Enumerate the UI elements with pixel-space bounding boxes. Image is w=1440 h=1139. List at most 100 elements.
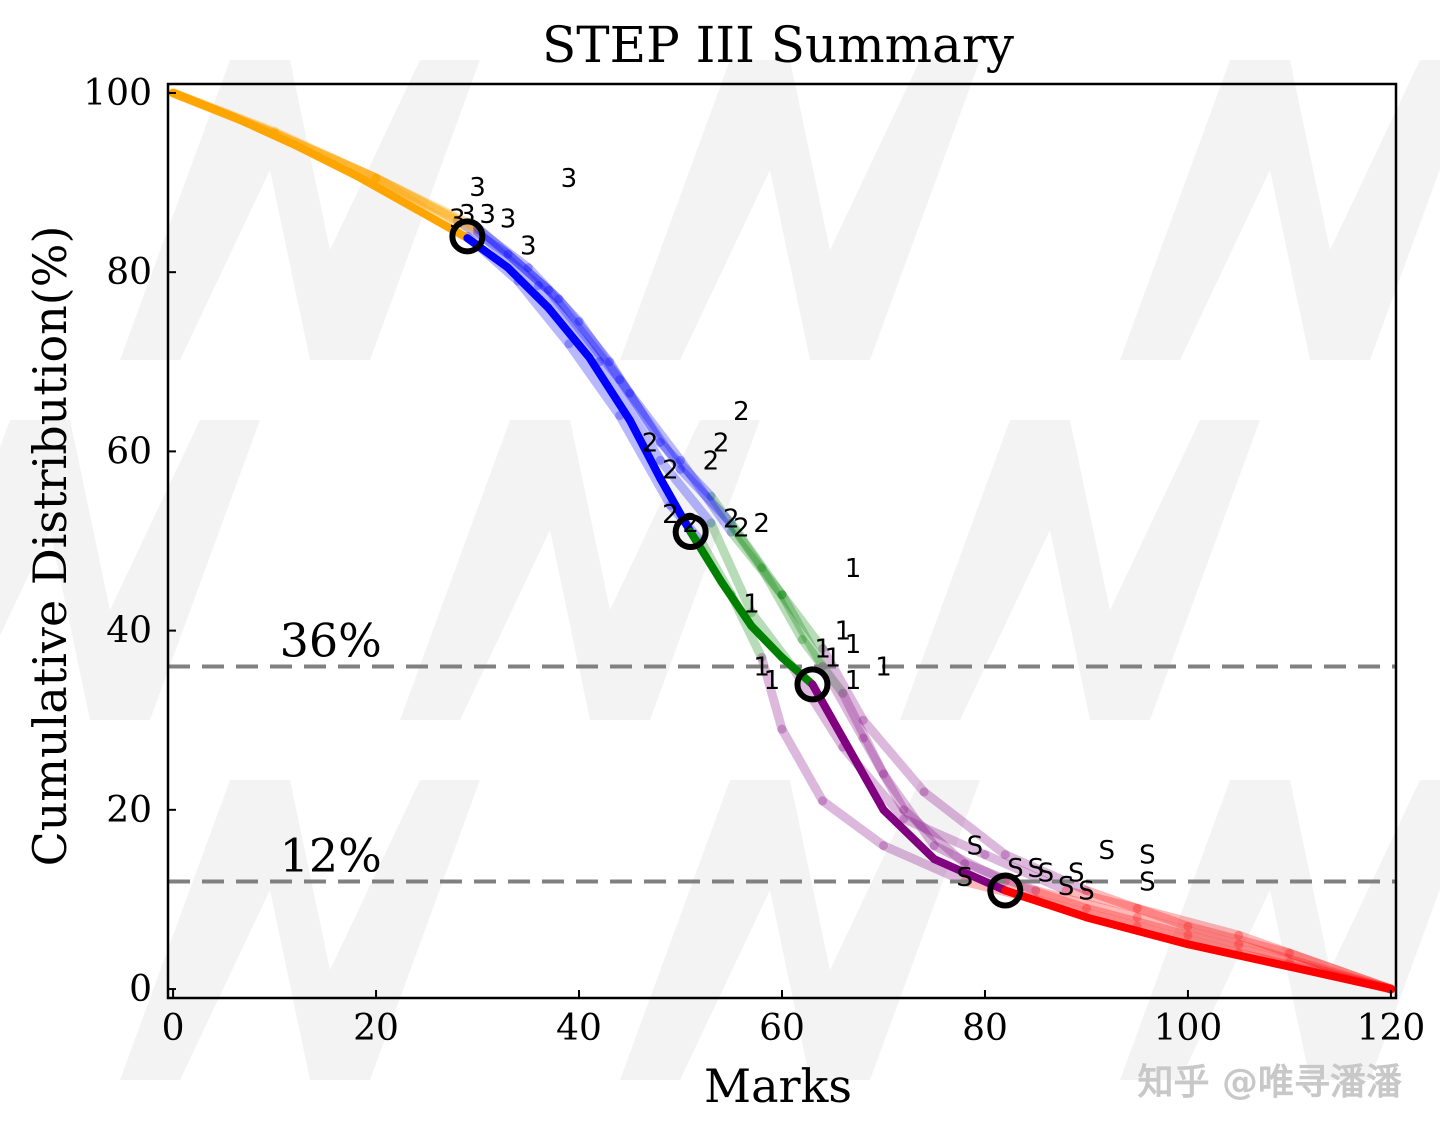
annotation-1: 1 (845, 630, 862, 660)
faded-curve-4-segment (899, 814, 990, 860)
background-watermark (0, 60, 1440, 1080)
watermark-shape (1120, 780, 1440, 1080)
faded-curve-1-segment (757, 563, 807, 645)
faded-curve-3-segment (757, 652, 787, 734)
watermark-shape (620, 60, 980, 360)
watermark-shape (900, 420, 1260, 720)
main-curve-segment (808, 680, 847, 743)
reference-label-12: 12% (280, 829, 382, 883)
annotation-2: 2 (733, 397, 750, 427)
faded-curve-5-segment (919, 787, 1010, 860)
faded-curve-4-segment (1132, 903, 1244, 940)
main-curve-segment (717, 577, 756, 631)
main-curve-segment (169, 88, 238, 122)
annotation-2: 2 (753, 509, 770, 539)
faded-curve-1-segment (655, 437, 716, 501)
faded-curve-5-segment (544, 285, 625, 385)
faded-curve-5-segment (1000, 850, 1091, 895)
main-curve-segment (1082, 913, 1192, 949)
faded-curve-2-segment (726, 527, 787, 600)
annotation-1: 1 (743, 590, 760, 620)
annotation-S: S (1139, 868, 1156, 898)
annotation-S: S (1139, 841, 1156, 871)
reference-lines: 36% 12% (168, 613, 1396, 884)
faded-curve-1-segment (878, 769, 939, 851)
main-curve-segment (544, 304, 594, 362)
boundary-marker-2 (672, 514, 709, 551)
faded-curve-4-segment (533, 281, 604, 367)
main-curve-segment (412, 205, 472, 243)
main-curve-segment (290, 140, 360, 180)
faded-curve-4-segment (655, 455, 716, 528)
faded-curve-4-segment (473, 227, 543, 291)
main-curve-segment (656, 474, 695, 537)
axes: 0 20 40 60 80 100 120 0 20 40 60 80 100 (83, 73, 1425, 1049)
annotation-S: S (1058, 872, 1075, 902)
main-curve-segment (686, 528, 726, 586)
faded-curve-2-segment (1031, 885, 1142, 922)
annotation-S: S (956, 863, 973, 893)
x-tick-label: 0 (162, 1008, 185, 1049)
main-curve-segment (1183, 940, 1294, 971)
annotation-S: S (967, 832, 984, 862)
faded-curve-5-segment (615, 375, 686, 474)
annotation-1: 1 (764, 666, 781, 696)
faded-curve-1-segment (1081, 903, 1193, 940)
x-tick-label: 60 (759, 1008, 805, 1049)
boundary-marker-S (987, 872, 1024, 909)
main-curve-segment (463, 234, 512, 272)
faded-curve-4-segment (706, 518, 757, 618)
watermark-shape (120, 60, 480, 360)
faded-curve-1-segment (838, 688, 888, 779)
annotation-S: S (1078, 876, 1095, 906)
annotation-3: 3 (479, 200, 496, 230)
watermark-shape (0, 420, 260, 720)
faded-curve-1-segment (706, 491, 767, 573)
y-tick-label: 20 (106, 790, 152, 831)
faded-curve-1-segment (554, 294, 614, 367)
faded-curve-1-segment (371, 173, 462, 225)
faded-curve-1-segment (503, 249, 564, 304)
main-curve-segment (503, 263, 553, 313)
main-curve-segment (778, 653, 817, 689)
main-curve-segment (1285, 962, 1395, 994)
watermark-shape (120, 780, 480, 1080)
annotation-3: 3 (500, 204, 517, 234)
faded-curve-2-segment (899, 805, 970, 869)
faded-curve-5-segment (371, 173, 483, 232)
watermark-shape (620, 780, 980, 1080)
annotation-S: S (1068, 859, 1085, 889)
faded-curve-5-segment (1081, 885, 1193, 931)
main-curve-segment (229, 113, 299, 149)
annotation-S: S (1099, 836, 1116, 866)
annotation-1: 1 (845, 554, 862, 584)
main-curve-segment (838, 734, 888, 814)
faded-curve-4-segment (594, 357, 665, 465)
x-tick-label: 100 (1154, 1008, 1223, 1049)
main-curve-segment (747, 622, 786, 662)
x-tick-label: 20 (353, 1008, 399, 1049)
annotation-2: 2 (703, 446, 720, 476)
annotation-2: 2 (723, 505, 740, 535)
y-tick-label: 80 (106, 252, 152, 293)
faded-curve-3-segment (564, 339, 625, 421)
main-curve-segment (625, 416, 665, 483)
annotation-1: 1 (875, 652, 892, 682)
boundary-marker-3 (449, 218, 486, 255)
annotation-2: 2 (733, 514, 750, 544)
faded-curve-3-segment (818, 796, 888, 851)
x-tick-label: 40 (556, 1008, 602, 1049)
faded-curve-2-segment (858, 733, 909, 815)
chart-title: STEP III Summary (542, 16, 1015, 74)
faded-curve-1-segment (1183, 930, 1294, 967)
annotation-3: 3 (561, 164, 578, 194)
faded-curve-5-segment (1183, 921, 1294, 958)
boundary-marker-1 (794, 666, 831, 703)
annotation-2: 2 (682, 509, 699, 539)
y-tick-label: 40 (106, 611, 152, 652)
x-axis-label: Marks (704, 1059, 852, 1113)
x-tick-label: 120 (1357, 1008, 1426, 1049)
